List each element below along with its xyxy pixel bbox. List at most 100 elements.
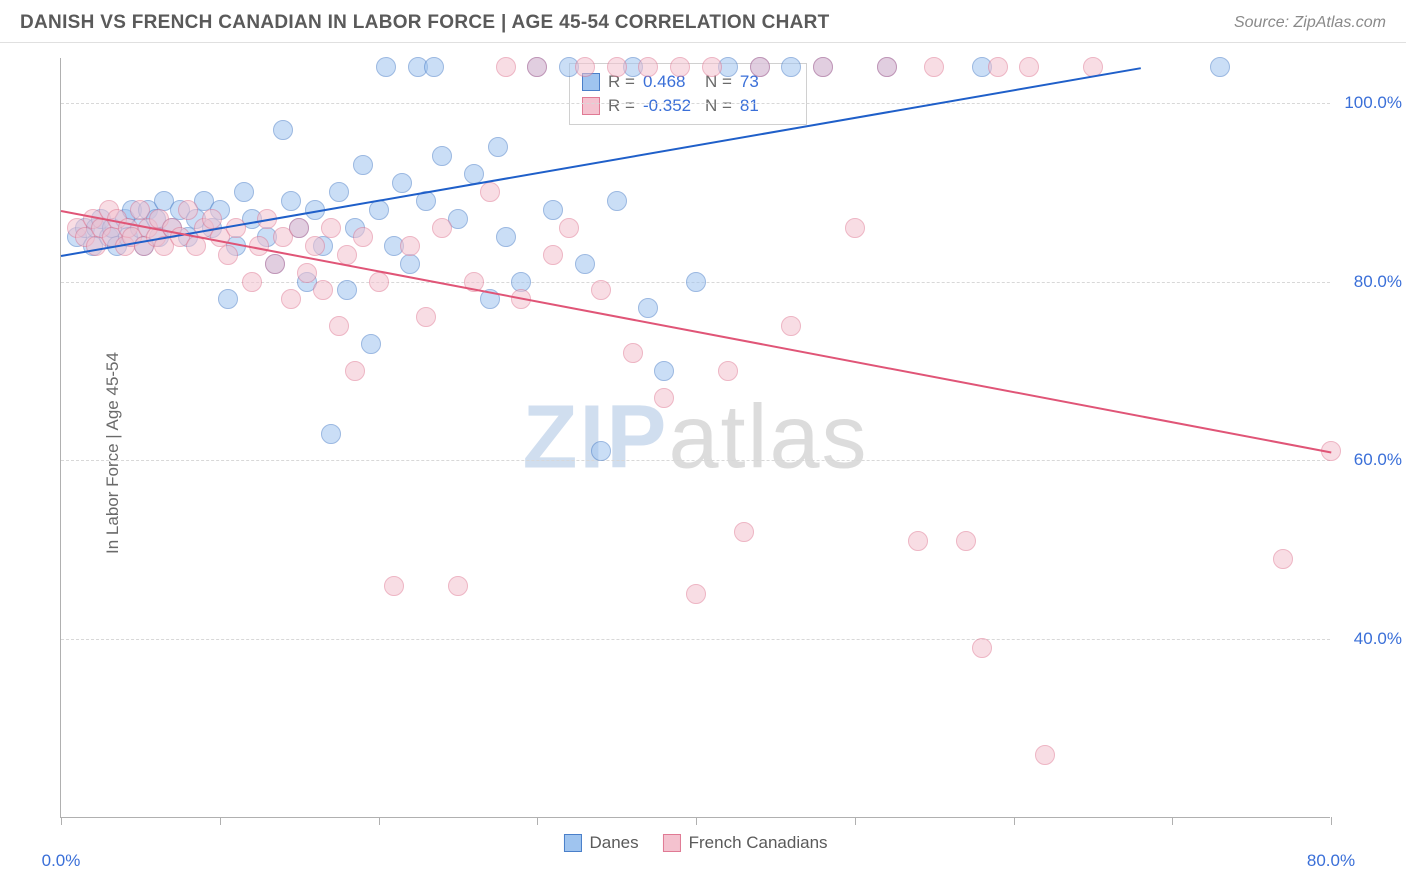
scatter-point bbox=[297, 263, 317, 283]
scatter-point bbox=[527, 57, 547, 77]
plot-area: ZIPatlas R =0.468N =73R =-0.352N =81 Dan… bbox=[60, 58, 1330, 818]
scatter-point bbox=[432, 146, 452, 166]
series-swatch bbox=[582, 97, 600, 115]
scatter-point bbox=[353, 155, 373, 175]
scatter-point bbox=[329, 316, 349, 336]
scatter-point bbox=[242, 272, 262, 292]
gridline-h bbox=[61, 460, 1330, 461]
scatter-point bbox=[496, 57, 516, 77]
trend-line bbox=[61, 210, 1331, 453]
legend-label: French Canadians bbox=[689, 833, 828, 853]
scatter-point bbox=[345, 361, 365, 381]
scatter-point bbox=[575, 57, 595, 77]
scatter-point bbox=[496, 227, 516, 247]
stat-r-label: R = bbox=[608, 96, 635, 116]
scatter-point bbox=[734, 522, 754, 542]
scatter-point bbox=[670, 57, 690, 77]
scatter-point bbox=[638, 298, 658, 318]
scatter-point bbox=[321, 424, 341, 444]
legend-bottom: Danes French Canadians bbox=[563, 833, 827, 853]
xtick bbox=[379, 817, 380, 825]
scatter-point bbox=[575, 254, 595, 274]
stat-r-value: -0.352 bbox=[643, 96, 697, 116]
ytick-label: 80.0% bbox=[1340, 272, 1402, 292]
scatter-point bbox=[289, 218, 309, 238]
scatter-point bbox=[702, 57, 722, 77]
chart-title: DANISH VS FRENCH CANADIAN IN LABOR FORCE… bbox=[20, 12, 830, 34]
scatter-point bbox=[924, 57, 944, 77]
legend-item: Danes bbox=[563, 833, 638, 853]
xtick bbox=[855, 817, 856, 825]
scatter-point bbox=[400, 254, 420, 274]
scatter-point bbox=[384, 576, 404, 596]
scatter-point bbox=[313, 280, 333, 300]
legend-swatch bbox=[663, 834, 681, 852]
scatter-point bbox=[353, 227, 373, 247]
scatter-point bbox=[1273, 549, 1293, 569]
scatter-point bbox=[908, 531, 928, 551]
stats-row: R = -0.352 N = 81 bbox=[582, 94, 794, 118]
scatter-point bbox=[480, 182, 500, 202]
scatter-point bbox=[686, 584, 706, 604]
scatter-point bbox=[718, 361, 738, 381]
scatter-point bbox=[281, 289, 301, 309]
legend-item: French Canadians bbox=[663, 833, 828, 853]
stat-n-value: 81 bbox=[740, 96, 794, 116]
scatter-point bbox=[559, 218, 579, 238]
scatter-point bbox=[607, 191, 627, 211]
scatter-point bbox=[543, 200, 563, 220]
xtick bbox=[1331, 817, 1332, 825]
xtick bbox=[1172, 817, 1173, 825]
scatter-point bbox=[281, 191, 301, 211]
scatter-point bbox=[1035, 745, 1055, 765]
scatter-point bbox=[400, 236, 420, 256]
scatter-point bbox=[265, 254, 285, 274]
watermark: ZIPatlas bbox=[522, 386, 868, 489]
scatter-point bbox=[329, 182, 349, 202]
scatter-point bbox=[750, 57, 770, 77]
scatter-point bbox=[273, 120, 293, 140]
scatter-point bbox=[234, 182, 254, 202]
scatter-point bbox=[432, 218, 452, 238]
stat-n-label: N = bbox=[705, 96, 732, 116]
scatter-point bbox=[178, 200, 198, 220]
gridline-h bbox=[61, 103, 1330, 104]
scatter-point bbox=[988, 57, 1008, 77]
ytick-label: 60.0% bbox=[1340, 450, 1402, 470]
ytick-label: 100.0% bbox=[1340, 93, 1402, 113]
scatter-point bbox=[654, 388, 674, 408]
scatter-point bbox=[392, 173, 412, 193]
scatter-point bbox=[416, 307, 436, 327]
xtick-label-right: 80.0% bbox=[1307, 851, 1355, 871]
chart-source: Source: ZipAtlas.com bbox=[1234, 14, 1386, 32]
scatter-point bbox=[781, 316, 801, 336]
chart-container: In Labor Force | Age 45-54 ZIPatlas R =0… bbox=[0, 43, 1406, 863]
scatter-point bbox=[638, 57, 658, 77]
scatter-point bbox=[218, 245, 238, 265]
scatter-point bbox=[591, 441, 611, 461]
scatter-point bbox=[972, 638, 992, 658]
xtick bbox=[220, 817, 221, 825]
scatter-point bbox=[226, 218, 246, 238]
legend-swatch bbox=[563, 834, 581, 852]
xtick bbox=[61, 817, 62, 825]
scatter-point bbox=[654, 361, 674, 381]
scatter-point bbox=[956, 531, 976, 551]
scatter-point bbox=[337, 245, 357, 265]
legend-label: Danes bbox=[589, 833, 638, 853]
scatter-point bbox=[591, 280, 611, 300]
scatter-point bbox=[218, 289, 238, 309]
scatter-point bbox=[877, 57, 897, 77]
xtick bbox=[696, 817, 697, 825]
scatter-point bbox=[376, 57, 396, 77]
scatter-point bbox=[845, 218, 865, 238]
xtick-label-left: 0.0% bbox=[42, 851, 81, 871]
watermark-part2: atlas bbox=[668, 387, 868, 487]
watermark-part1: ZIP bbox=[522, 387, 668, 487]
scatter-point bbox=[305, 236, 325, 256]
scatter-point bbox=[448, 576, 468, 596]
gridline-h bbox=[61, 639, 1330, 640]
scatter-point bbox=[361, 334, 381, 354]
scatter-point bbox=[369, 272, 389, 292]
chart-header: DANISH VS FRENCH CANADIAN IN LABOR FORCE… bbox=[0, 0, 1406, 43]
